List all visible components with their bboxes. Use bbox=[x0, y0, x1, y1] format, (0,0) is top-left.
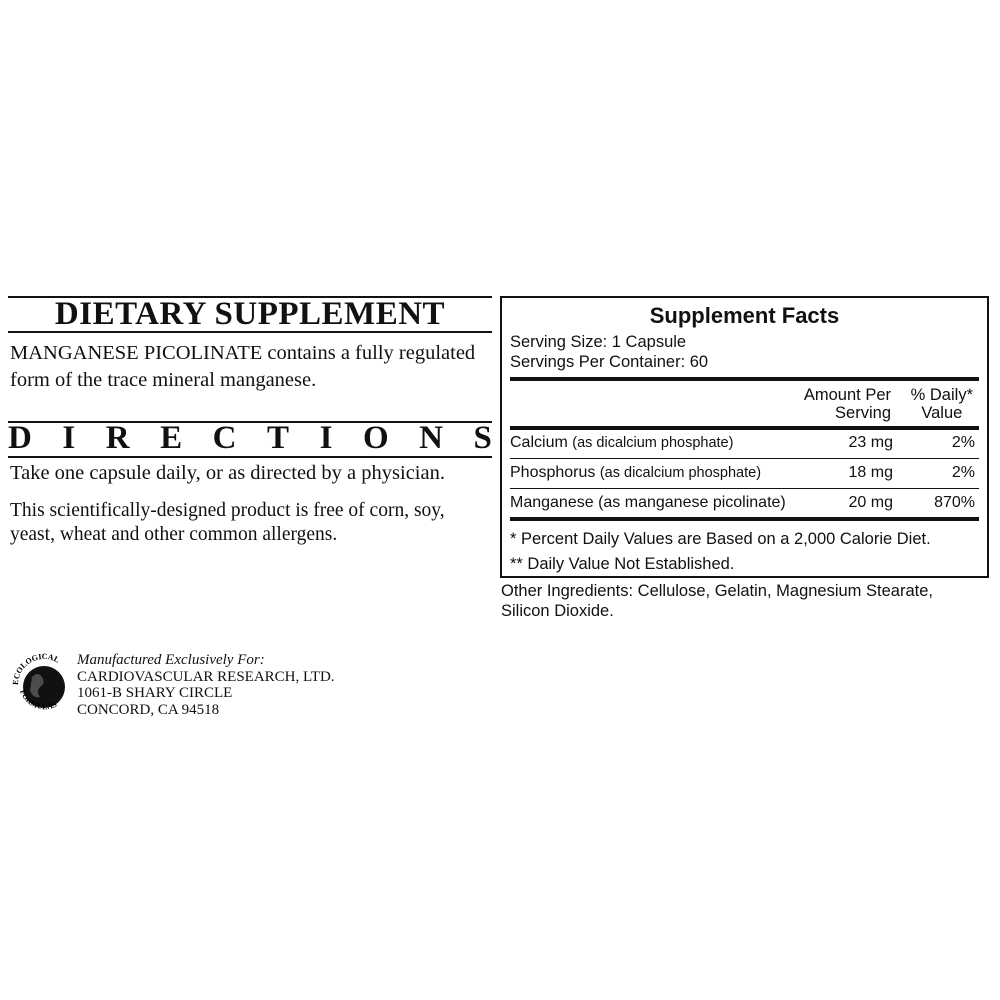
thin-rule bbox=[510, 458, 979, 459]
footnote-daily-values: * Percent Daily Values are Based on a 2,… bbox=[510, 530, 931, 548]
allergen-text: This scientifically-designed product is … bbox=[10, 499, 500, 547]
serving-size: Serving Size: 1 Capsule bbox=[510, 333, 687, 351]
amount-per-serving-header: Amount Per Serving bbox=[804, 386, 891, 422]
header-line: % Daily* bbox=[910, 386, 973, 404]
daily-value-header: % Daily* Value bbox=[911, 386, 973, 422]
header-line: Value bbox=[921, 404, 963, 422]
header-line: Serving bbox=[835, 404, 891, 422]
supplement-facts-panel: Supplement Facts Serving Size: 1 Capsule… bbox=[500, 296, 989, 578]
nutrient-name: Calcium bbox=[510, 434, 568, 451]
letter: S bbox=[473, 420, 492, 456]
intro-text: MANGANESE PICOLINATE contains a fully re… bbox=[10, 340, 500, 394]
divider bbox=[8, 456, 492, 458]
letter: I bbox=[319, 420, 333, 456]
ecological-formulas-logo: ECOLOGICAL FORMULAS bbox=[10, 645, 76, 721]
divider bbox=[8, 331, 492, 333]
footnote-not-established: ** Daily Value Not Established. bbox=[510, 555, 735, 573]
header-line: Amount Per bbox=[803, 386, 891, 404]
other-ingredients: Other Ingredients: Cellulose, Gelatin, M… bbox=[501, 581, 933, 621]
manufacturer-address2: CONCORD, CA 94518 bbox=[77, 701, 220, 718]
manufacturer-address1: 1061-B SHARY CIRCLE bbox=[77, 685, 233, 701]
nutrient-dv: 2% bbox=[951, 434, 975, 451]
manufacturer-info: Manufactured Exclusively For: CARDIOVASC… bbox=[77, 652, 335, 718]
divider bbox=[8, 296, 492, 298]
nutrient-name: Phosphorus bbox=[510, 464, 596, 481]
other-ingredients-line1: Other Ingredients: Cellulose, Gelatin, M… bbox=[501, 582, 933, 600]
other-ingredients-line2: Silicon Dioxide. bbox=[501, 602, 614, 620]
manufacturer-name: CARDIOVASCULAR RESEARCH, LTD. bbox=[77, 668, 335, 685]
letter: R bbox=[105, 420, 130, 456]
directions-text: Take one capsule daily, or as directed b… bbox=[10, 462, 445, 484]
nutrient-row: Manganese (as manganese picolinate) 20 mg… bbox=[510, 494, 979, 512]
nutrient-amount: 20 mg bbox=[848, 494, 893, 511]
letter: O bbox=[362, 420, 389, 456]
thick-rule bbox=[510, 377, 979, 381]
intro-text-line2: form of the trace mineral manganese. bbox=[10, 369, 317, 391]
thin-rule bbox=[510, 488, 979, 489]
nutrient-source: (as manganese picolinate) bbox=[598, 494, 786, 511]
nutrient-source: (as dicalcium phosphate) bbox=[599, 465, 762, 481]
letter: I bbox=[62, 420, 76, 456]
letter: T bbox=[267, 420, 290, 456]
nutrient-row: Calcium (as dicalcium phosphate) 23 mg 2% bbox=[510, 434, 979, 452]
allergen-line1: This scientifically-designed product is … bbox=[10, 500, 445, 521]
supplement-facts-title: Supplement Facts bbox=[649, 303, 840, 328]
nutrient-name: Manganese bbox=[510, 494, 594, 511]
letter: D bbox=[8, 420, 32, 456]
manufacturer-label: Manufactured Exclusively For: bbox=[77, 652, 265, 668]
nutrient-amount: 23 mg bbox=[848, 434, 893, 451]
dietary-supplement-heading: DIETARY SUPPLEMENT bbox=[54, 296, 446, 332]
thick-rule bbox=[510, 517, 979, 521]
nutrient-dv: 870% bbox=[934, 494, 975, 511]
thick-rule bbox=[510, 426, 979, 430]
servings-per-container: Servings Per Container: 60 bbox=[510, 353, 709, 371]
allergen-line2: yeast, wheat and other common allergens. bbox=[10, 524, 338, 545]
intro-text-rest: contains a fully regulated bbox=[262, 342, 476, 364]
letter: N bbox=[419, 420, 444, 456]
product-name: MANGANESE PICOLINATE bbox=[10, 342, 263, 364]
letter: E bbox=[160, 420, 183, 456]
letter: C bbox=[212, 420, 237, 456]
nutrient-amount: 18 mg bbox=[848, 464, 893, 481]
divider bbox=[8, 421, 492, 423]
nutrient-dv: 2% bbox=[951, 464, 975, 481]
nutrient-source: (as dicalcium phosphate) bbox=[572, 435, 734, 451]
nutrient-row: Phosphorus (as dicalcium phosphate) 18 mg… bbox=[510, 464, 979, 482]
